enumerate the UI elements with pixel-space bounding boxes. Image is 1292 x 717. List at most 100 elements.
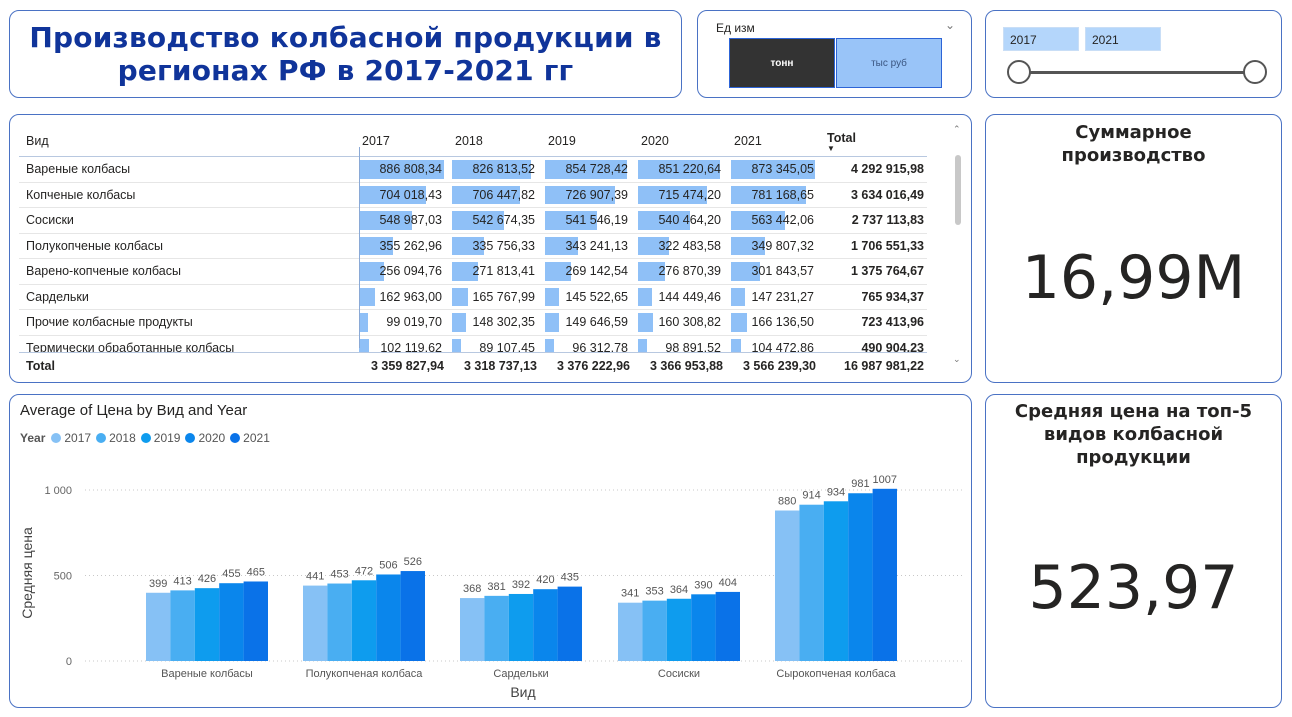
table-row[interactable]: Полукопченые колбасы 355 262,96 335 756,33… <box>19 234 927 259</box>
column-header-vid[interactable]: Вид <box>26 133 49 148</box>
table-cell: 98 891,52 <box>638 336 723 352</box>
data-bar <box>545 262 571 281</box>
chevron-down-icon[interactable]: ⌄ <box>953 355 961 365</box>
table-row[interactable]: Термически обработанные колбасы 102 119,6… <box>19 336 927 352</box>
bar <box>823 501 849 661</box>
table-row[interactable]: Вареные колбасы 886 808,34 826 813,52 854 7… <box>19 157 927 183</box>
data-bar <box>359 313 369 332</box>
data-bar <box>638 287 652 306</box>
cell-value: 349 807,32 <box>751 238 814 253</box>
cell-value: 166 136,50 <box>751 315 814 330</box>
bar <box>533 589 558 661</box>
slider-track[interactable] <box>1018 71 1258 74</box>
unit-option-tonn[interactable]: тонн <box>729 38 835 88</box>
table-cell: 706 447,82 <box>452 183 537 208</box>
cell-value: 886 808,34 <box>379 162 442 177</box>
scroll-thumb[interactable] <box>955 155 961 225</box>
cell-value: 781 168,65 <box>751 187 814 202</box>
x-tick-label: Полукопченая колбаса <box>306 668 424 680</box>
legend-item[interactable]: 2017 <box>51 431 91 445</box>
unit-option-rub[interactable]: тыс руб <box>836 38 942 88</box>
matrix-scrollbar[interactable]: ⌃ ⌄ <box>953 125 963 365</box>
data-bar <box>638 262 665 281</box>
legend-label: 2021 <box>243 431 270 445</box>
total-row-label: Total <box>26 358 55 373</box>
table-cell: 355 262,96 <box>359 234 444 259</box>
cell-value: 826 813,52 <box>472 162 535 177</box>
row-total: 765 934,37 <box>861 289 924 304</box>
bar <box>303 585 328 661</box>
table-row[interactable]: Прочие колбасные продукты 99 019,70 148 30… <box>19 310 927 336</box>
kpi-total-production: Суммарное производство 16,99M <box>985 114 1282 383</box>
bar <box>400 571 425 661</box>
column-header-2018[interactable]: 2018 <box>455 133 483 148</box>
bar <box>508 593 534 661</box>
bar <box>351 580 377 661</box>
data-label: 506 <box>379 559 397 571</box>
slider-handle-end[interactable] <box>1243 60 1267 84</box>
year-to-input[interactable]: 2021 <box>1085 27 1161 51</box>
data-bar <box>731 287 746 306</box>
data-bar <box>545 185 615 204</box>
legend-dot-icon <box>230 433 241 443</box>
bar <box>691 594 716 661</box>
cell-value: 706 447,82 <box>472 187 535 202</box>
column-header-2019[interactable]: 2019 <box>548 133 576 148</box>
bar <box>376 574 401 661</box>
legend-item[interactable]: 2021 <box>230 431 270 445</box>
year-from-input[interactable]: 2017 <box>1003 27 1079 51</box>
slider-handle-start[interactable] <box>1007 60 1031 84</box>
data-label: 381 <box>487 581 505 593</box>
cell-value: 147 231,27 <box>751 289 814 304</box>
column-header-2021[interactable]: 2021 <box>734 133 762 148</box>
table-row[interactable]: Копченые колбасы 704 018,43 706 447,82 726 … <box>19 183 927 208</box>
data-label: 455 <box>222 568 240 580</box>
data-bar <box>731 211 785 230</box>
table-row[interactable]: Сосиски 548 987,03 542 674,35 541 546,19 540… <box>19 208 927 234</box>
cell-value: 269 142,54 <box>565 264 628 279</box>
data-label: 413 <box>173 575 191 587</box>
table-cell: 540 464,20 <box>638 208 723 233</box>
table-cell: 349 807,32 <box>731 234 816 259</box>
table-cell: 99 019,70 <box>359 310 444 335</box>
total-2020: 3 366 953,88 <box>650 358 723 373</box>
legend-item[interactable]: 2018 <box>96 431 136 445</box>
table-row[interactable]: Варено-копченые колбасы 256 094,76 271 813… <box>19 259 927 285</box>
data-label: 472 <box>355 565 373 577</box>
data-label: 368 <box>463 583 481 595</box>
year-slider: 2017 2021 <box>985 10 1282 98</box>
row-label: Термически обработанные колбасы <box>26 340 235 352</box>
data-bar <box>731 338 741 352</box>
data-bar <box>638 236 669 255</box>
data-bar <box>452 262 479 281</box>
cell-value: 322 483,58 <box>658 238 721 253</box>
bar <box>715 591 740 661</box>
matrix-body: Вареные колбасы 886 808,34 826 813,52 854 7… <box>19 157 927 352</box>
table-cell: 96 312,78 <box>545 336 630 352</box>
column-header-total[interactable]: Total ▼ <box>825 125 924 156</box>
table-cell: 145 522,65 <box>545 285 630 310</box>
cell-value: 548 987,03 <box>379 213 442 228</box>
data-bar <box>638 338 648 352</box>
column-header-2017[interactable]: 2017 <box>362 133 390 148</box>
legend-item[interactable]: 2020 <box>185 431 225 445</box>
legend-label: 2019 <box>153 431 181 445</box>
data-bar <box>545 338 555 352</box>
x-tick-label: Сырокопченая колбаса <box>776 668 896 680</box>
data-bar <box>638 313 654 332</box>
chevron-down-icon[interactable]: ⌄ <box>944 18 955 32</box>
column-header-2020[interactable]: 2020 <box>641 133 669 148</box>
row-total: 4 292 915,98 <box>851 162 924 177</box>
table-cell: 89 107,45 <box>452 336 537 352</box>
data-label: 914 <box>802 490 820 502</box>
unit-slicer-label: Ед изм <box>716 21 755 35</box>
data-bar <box>452 185 520 204</box>
chevron-up-icon[interactable]: ⌃ <box>953 125 961 135</box>
legend-item[interactable]: 2019 <box>140 431 181 445</box>
table-cell: 343 241,13 <box>545 234 630 259</box>
data-bar <box>545 313 560 332</box>
table-row[interactable]: Сардельки 162 963,00 165 767,99 145 522,65 1… <box>19 285 927 310</box>
kpi-total-value: 16,99M <box>1021 243 1246 313</box>
grand-total: 16 987 981,22 <box>844 358 924 373</box>
cell-value: 89 107,45 <box>479 340 535 352</box>
